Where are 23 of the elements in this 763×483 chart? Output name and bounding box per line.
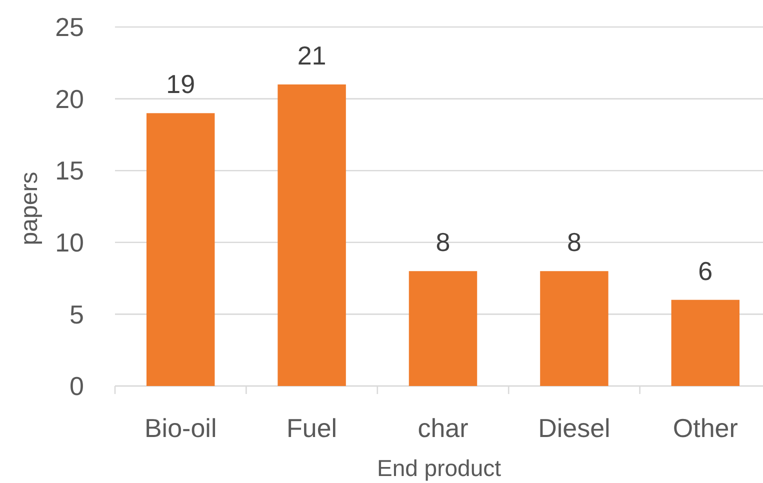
data-label: 8: [436, 227, 450, 258]
y-tick-label: 0: [70, 371, 84, 402]
y-axis-title: papers: [16, 172, 43, 246]
data-label: 6: [698, 256, 713, 286]
data-label: 21: [297, 40, 326, 70]
y-tick-label: 10: [55, 228, 84, 258]
bar: [146, 113, 215, 386]
x-tick-label: Diesel: [538, 413, 610, 443]
y-tick-label: 25: [55, 12, 84, 42]
x-tick-label: Fuel: [286, 413, 338, 443]
x-tick-label: char: [418, 413, 469, 443]
x-axis-title: End product: [376, 455, 502, 481]
bar: [278, 84, 346, 386]
bar: [671, 300, 740, 386]
data-label: 8: [566, 227, 582, 258]
y-tick-label: 20: [55, 84, 84, 114]
y-tick-label: 15: [55, 156, 84, 186]
data-label: 19: [166, 69, 196, 100]
x-tick-label: Other: [672, 413, 738, 443]
x-tick-label: Bio-oil: [144, 413, 217, 443]
bar: [540, 271, 608, 386]
bar: [408, 271, 478, 386]
y-tick-label: 5: [70, 299, 84, 330]
